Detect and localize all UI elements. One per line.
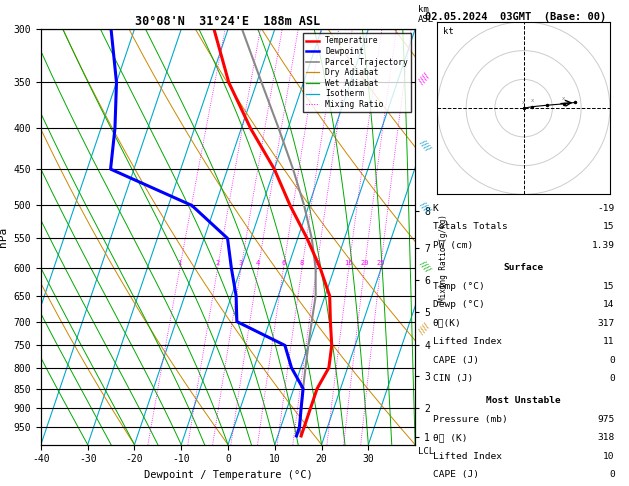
Text: PW (cm): PW (cm) xyxy=(433,241,473,250)
Text: kt: kt xyxy=(443,27,454,36)
Text: CAPE (J): CAPE (J) xyxy=(433,356,479,364)
Text: 15: 15 xyxy=(603,223,615,231)
Text: 02.05.2024  03GMT  (Base: 00): 02.05.2024 03GMT (Base: 00) xyxy=(425,12,606,22)
Text: ////: //// xyxy=(418,321,431,336)
Text: -19: -19 xyxy=(598,204,615,213)
Text: 1: 1 xyxy=(177,260,182,266)
Text: Lifted Index: Lifted Index xyxy=(433,452,501,461)
Text: 25: 25 xyxy=(376,260,385,266)
Text: Pressure (mb): Pressure (mb) xyxy=(433,415,507,424)
Text: 975: 975 xyxy=(598,415,615,424)
Text: x: x xyxy=(522,100,525,105)
Text: 0: 0 xyxy=(609,374,615,383)
Text: ////: //// xyxy=(418,259,431,273)
Legend: Temperature, Dewpoint, Parcel Trajectory, Dry Adiabat, Wet Adiabat, Isotherm, Mi: Temperature, Dewpoint, Parcel Trajectory… xyxy=(303,33,411,112)
Text: ////: //// xyxy=(418,72,431,87)
Text: θᴄ(K): θᴄ(K) xyxy=(433,319,461,328)
Text: 0: 0 xyxy=(609,356,615,364)
Text: Mixing Ratio (g/kg): Mixing Ratio (g/kg) xyxy=(439,214,448,302)
Text: LCL: LCL xyxy=(418,447,435,456)
Text: 10: 10 xyxy=(603,452,615,461)
Text: 4: 4 xyxy=(256,260,260,266)
Text: 3: 3 xyxy=(239,260,243,266)
Text: km
ASL: km ASL xyxy=(418,5,435,24)
Text: Dewp (°C): Dewp (°C) xyxy=(433,300,484,309)
Text: 6: 6 xyxy=(281,260,286,266)
Text: ////: //// xyxy=(418,201,431,215)
Text: 318: 318 xyxy=(598,434,615,442)
Text: 20: 20 xyxy=(360,260,369,266)
Text: 0: 0 xyxy=(609,470,615,479)
Text: θᴄ (K): θᴄ (K) xyxy=(433,434,467,442)
Text: Lifted Index: Lifted Index xyxy=(433,337,501,346)
Title: 30°08'N  31°24'E  188m ASL: 30°08'N 31°24'E 188m ASL xyxy=(135,15,321,28)
Text: 11: 11 xyxy=(603,337,615,346)
Text: Surface: Surface xyxy=(504,263,543,272)
X-axis label: Dewpoint / Temperature (°C): Dewpoint / Temperature (°C) xyxy=(143,470,313,480)
Text: Most Unstable: Most Unstable xyxy=(486,397,561,405)
Text: CIN (J): CIN (J) xyxy=(433,374,473,383)
Text: 8: 8 xyxy=(300,260,304,266)
Text: K: K xyxy=(433,204,438,213)
Text: x: x xyxy=(562,96,565,101)
Text: 2: 2 xyxy=(216,260,220,266)
Text: Totals Totals: Totals Totals xyxy=(433,223,507,231)
Text: 16: 16 xyxy=(345,260,353,266)
Text: Temp (°C): Temp (°C) xyxy=(433,282,484,291)
Y-axis label: hPa: hPa xyxy=(0,227,8,247)
Text: 10: 10 xyxy=(313,260,321,266)
Text: 15: 15 xyxy=(603,282,615,291)
Text: 1.39: 1.39 xyxy=(592,241,615,250)
Text: 317: 317 xyxy=(598,319,615,328)
Text: CAPE (J): CAPE (J) xyxy=(433,470,479,479)
Text: 14: 14 xyxy=(603,300,615,309)
Text: x: x xyxy=(531,98,534,104)
Text: ////: //// xyxy=(418,138,431,153)
